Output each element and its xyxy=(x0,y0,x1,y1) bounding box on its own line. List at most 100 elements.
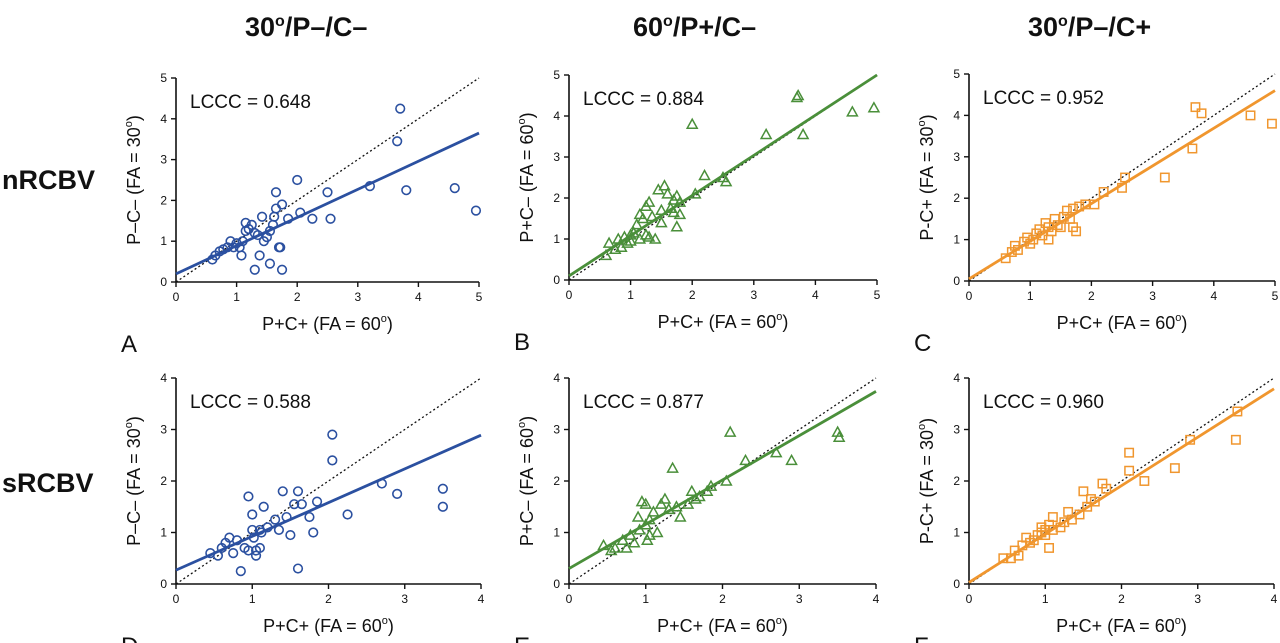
y-tick-label: 3 xyxy=(953,150,960,164)
column-title-1: 30o/P–/C– xyxy=(245,12,368,42)
data-point xyxy=(1124,465,1135,476)
x-tick-label: 4 xyxy=(873,592,880,606)
data-point xyxy=(627,226,640,238)
x-axis-label: P+C+ (FA = 60o) xyxy=(262,313,393,334)
x-tick-label: 5 xyxy=(874,288,881,302)
panel-e: 0 1 2 3 4 0 1 2 3 4 LCCC = 0.877 P+C+ (FA = 60o) P+C… xyxy=(514,371,880,643)
data-point xyxy=(1089,496,1100,507)
data-point xyxy=(720,474,733,486)
data-point xyxy=(1190,102,1201,113)
data-point xyxy=(292,563,304,574)
data-point xyxy=(1006,247,1017,257)
data-point xyxy=(673,207,687,220)
data-point xyxy=(673,195,687,207)
data-point xyxy=(667,205,680,218)
data-point xyxy=(1044,543,1055,553)
data-point xyxy=(643,513,656,525)
data-point xyxy=(235,566,246,577)
data-point xyxy=(1000,253,1011,264)
data-point xyxy=(276,264,288,275)
lccc-annotation: LCCC = 0.588 xyxy=(190,392,311,413)
data-point xyxy=(281,511,292,523)
data-point xyxy=(998,553,1009,564)
data-point xyxy=(1101,483,1112,494)
data-point xyxy=(1013,245,1023,255)
panel-c: 0 1 2 3 4 5 0 1 2 3 4 5 LCCC = 0.952 P+C+ (FA = 60o) P… xyxy=(914,67,1279,357)
data-point xyxy=(342,509,353,520)
x-tick-label: 3 xyxy=(354,290,361,304)
y-tick-label: 0 xyxy=(553,577,560,591)
data-point xyxy=(604,543,618,556)
data-point xyxy=(285,529,296,541)
data-point xyxy=(212,550,224,561)
data-point xyxy=(624,228,637,240)
y-tick-label: 0 xyxy=(953,274,960,288)
data-point xyxy=(308,527,319,538)
panel-letter: A xyxy=(121,331,137,358)
x-tick-label: 1 xyxy=(249,592,256,606)
data-point xyxy=(322,187,333,198)
y-tick-label: 2 xyxy=(160,474,167,488)
data-point xyxy=(689,187,702,199)
data-point xyxy=(624,234,637,246)
data-point xyxy=(639,497,653,509)
data-point xyxy=(228,547,239,559)
data-point xyxy=(1055,222,1066,233)
data-point xyxy=(674,510,687,522)
data-point xyxy=(1169,463,1180,474)
data-point xyxy=(1071,226,1082,237)
data-point xyxy=(1074,201,1085,212)
data-point xyxy=(256,527,267,538)
y-axis-label: P-C+ (FA = 30o) xyxy=(916,114,937,240)
data-point xyxy=(1047,524,1058,535)
data-point xyxy=(1080,199,1091,210)
data-point xyxy=(650,525,664,538)
data-point xyxy=(723,425,737,437)
data-point xyxy=(1185,434,1196,445)
data-point xyxy=(254,250,265,261)
data-point xyxy=(704,479,718,491)
lccc-annotation: LCCC = 0.960 xyxy=(983,392,1104,413)
y-tick-label: 4 xyxy=(160,112,167,126)
data-point xyxy=(311,496,323,507)
data-point xyxy=(1052,220,1063,231)
x-tick-label: 0 xyxy=(566,288,573,302)
data-point xyxy=(292,174,303,186)
data-point xyxy=(661,187,674,199)
data-point xyxy=(832,430,846,442)
data-point xyxy=(796,127,810,140)
data-point xyxy=(256,211,268,222)
data-point xyxy=(658,179,671,191)
lccc-annotation: LCCC = 0.648 xyxy=(190,92,311,113)
data-point xyxy=(1098,187,1109,197)
y-tick-label: 5 xyxy=(953,67,960,81)
y-tick-label: 2 xyxy=(553,474,560,488)
data-point xyxy=(261,232,273,243)
x-tick-label: 1 xyxy=(1027,289,1034,303)
data-point xyxy=(1046,226,1057,237)
data-point xyxy=(237,236,248,247)
regression-line xyxy=(968,89,1276,281)
data-point xyxy=(254,542,265,554)
data-point xyxy=(1074,509,1085,520)
y-tick-label: 2 xyxy=(553,191,560,205)
data-point xyxy=(670,500,683,512)
x-tick-label: 4 xyxy=(415,290,422,304)
data-point xyxy=(364,181,376,192)
data-point xyxy=(642,195,656,207)
y-tick-label: 3 xyxy=(160,423,167,437)
data-point xyxy=(1139,476,1150,486)
data-point xyxy=(1061,205,1072,216)
data-point xyxy=(222,242,233,253)
data-point xyxy=(685,484,699,497)
data-point xyxy=(307,213,318,224)
data-point xyxy=(631,510,645,522)
y-tick-label: 1 xyxy=(953,233,960,247)
y-tick-label: 4 xyxy=(160,371,167,385)
x-tick-label: 1 xyxy=(1042,592,1049,606)
data-point xyxy=(327,429,338,440)
y-tick-label: 5 xyxy=(553,68,560,82)
data-point xyxy=(437,483,448,494)
data-point xyxy=(296,499,307,510)
